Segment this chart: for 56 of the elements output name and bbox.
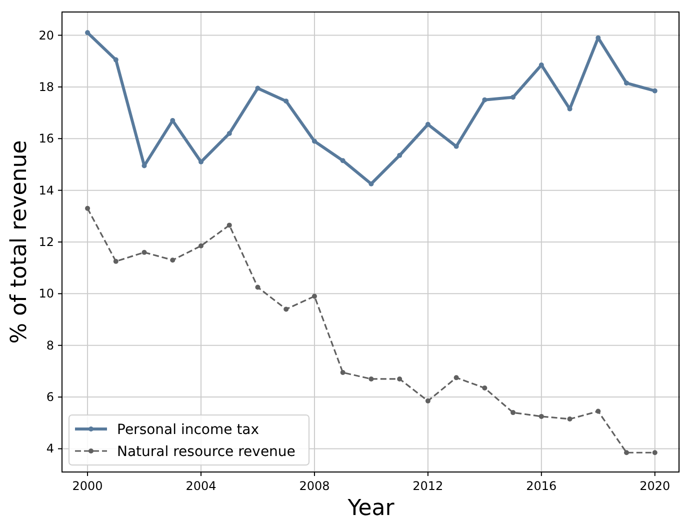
x-tick-label: 2016 xyxy=(526,479,557,493)
point xyxy=(85,30,90,36)
y-tick-label: 14 xyxy=(38,183,54,198)
point xyxy=(312,138,317,144)
y-tick-label: 18 xyxy=(38,80,54,94)
y-tick-label: 8 xyxy=(46,338,54,352)
point xyxy=(425,122,430,127)
y-tick-label: 12 xyxy=(38,235,54,249)
point xyxy=(425,398,430,404)
x-tick-label: 2012 xyxy=(412,479,444,493)
point xyxy=(284,98,289,104)
point xyxy=(170,258,176,263)
point xyxy=(454,144,459,149)
y-tick-label: 20 xyxy=(38,28,54,42)
point xyxy=(226,222,232,228)
point xyxy=(368,181,374,186)
y-tick-label: 16 xyxy=(38,132,54,146)
point xyxy=(312,294,317,299)
point xyxy=(538,414,544,419)
point xyxy=(226,130,232,136)
point xyxy=(454,375,459,380)
y-tick-label: 10 xyxy=(38,286,54,301)
x-tick-label: 2020 xyxy=(640,479,670,493)
y-tick-label: 6 xyxy=(46,390,54,404)
x-tick-label: 2008 xyxy=(299,479,330,493)
y-tick-label: 4 xyxy=(46,442,54,456)
point xyxy=(255,86,260,91)
point xyxy=(255,284,260,290)
point xyxy=(142,250,147,255)
point xyxy=(652,88,658,94)
point xyxy=(652,450,658,456)
legend-label: Personal income tax xyxy=(117,422,260,438)
point xyxy=(510,94,516,100)
point xyxy=(397,376,402,382)
point xyxy=(113,258,118,264)
point xyxy=(85,206,90,211)
point xyxy=(482,97,488,102)
point xyxy=(482,386,488,391)
point xyxy=(397,152,402,158)
point xyxy=(596,408,601,414)
legend-label: Natural resource revenue xyxy=(117,444,296,460)
point xyxy=(198,159,204,164)
x-axis-title: Year xyxy=(346,496,396,516)
point xyxy=(624,80,630,86)
point xyxy=(368,376,374,382)
x-tick-label: 2000 xyxy=(72,479,103,493)
point xyxy=(113,57,118,62)
point xyxy=(284,306,289,312)
point xyxy=(567,416,572,422)
x-tick-label: 2004 xyxy=(186,479,216,493)
point xyxy=(510,410,516,416)
point xyxy=(340,370,346,376)
point xyxy=(198,243,204,248)
y-axis-title: % of total revenue xyxy=(7,140,32,344)
point xyxy=(624,450,630,456)
point xyxy=(340,158,346,164)
